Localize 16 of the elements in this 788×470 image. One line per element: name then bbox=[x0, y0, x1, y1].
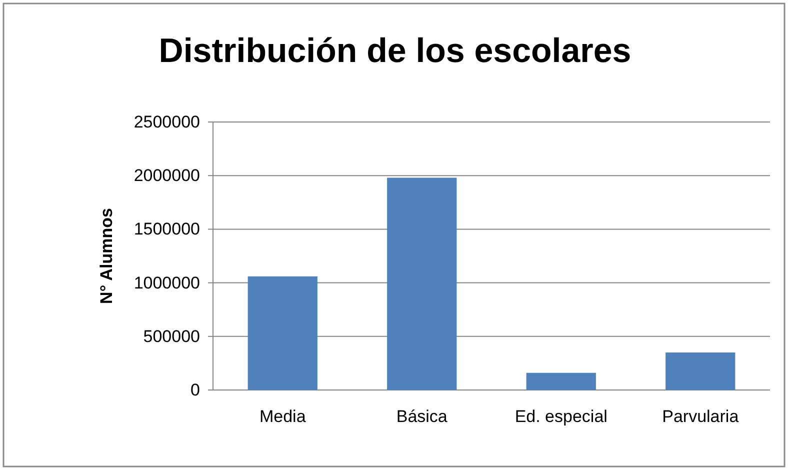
y-tick-label: 500000 bbox=[143, 326, 200, 346]
x-tick-label: Básica bbox=[396, 407, 448, 426]
y-tick-label: 1000000 bbox=[134, 273, 200, 292]
y-tick-label: 0 bbox=[190, 380, 200, 400]
y-tick-label: 2000000 bbox=[134, 166, 200, 186]
y-axis-title: N° Alumnos bbox=[97, 208, 116, 304]
bar bbox=[526, 372, 596, 390]
x-tick-label: Media bbox=[259, 407, 306, 426]
bar bbox=[248, 276, 318, 390]
x-tick-label: Parvularia bbox=[662, 407, 740, 426]
y-tick-label: 1500000 bbox=[134, 220, 200, 239]
chart-title: Distribución de los escolares bbox=[158, 32, 632, 70]
bar bbox=[387, 178, 457, 390]
bar bbox=[666, 352, 736, 390]
y-tick-label: 2500000 bbox=[134, 112, 200, 132]
x-tick-label: Ed. especial bbox=[514, 407, 608, 426]
